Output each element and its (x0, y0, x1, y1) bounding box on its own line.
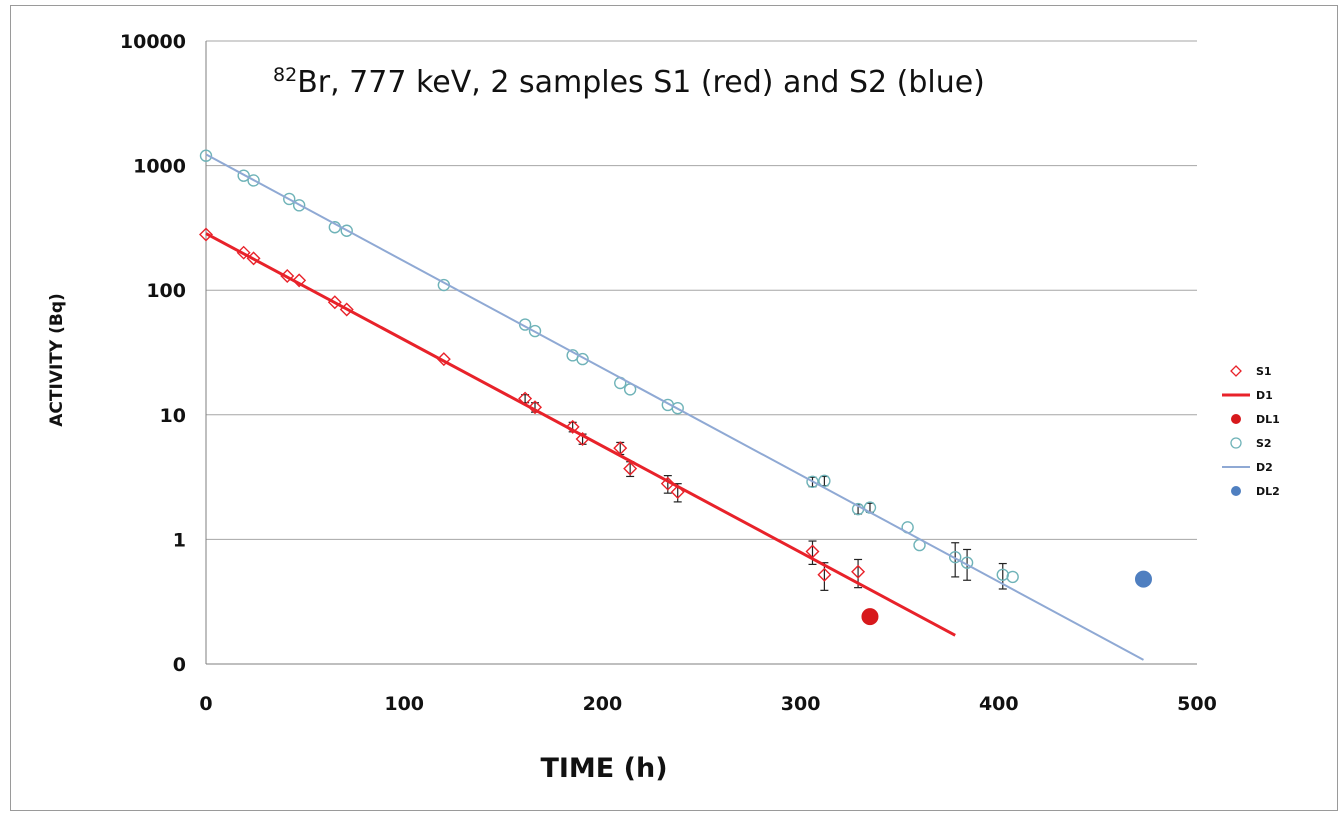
x-tick-label: 100 (384, 693, 424, 715)
annotation-superscript: 82 (273, 64, 297, 86)
data-point-s2 (237, 169, 250, 182)
legend: S1 D1 DL1 S2 D2 DL2 (1222, 365, 1280, 498)
legend-label: D2 (1256, 461, 1273, 474)
legend-item-s2: S2 (1230, 437, 1272, 450)
data-point-s1 (851, 564, 866, 579)
y-tick-label: 1 (173, 529, 186, 551)
x-axis-title: TIME (h) (540, 753, 667, 784)
data-point-s2 (292, 199, 306, 212)
data-point-s2 (818, 474, 831, 488)
legend-item-dl2: DL2 (1231, 485, 1280, 498)
x-tick-label: 500 (1177, 693, 1217, 715)
data-point-s2 (1006, 570, 1019, 584)
data-point-s1 (623, 461, 638, 476)
legend-label: DL1 (1256, 413, 1280, 426)
legend-swatch (1231, 486, 1241, 496)
data-point-s2 (199, 149, 213, 162)
legend-swatch (1230, 437, 1242, 449)
legend-item-dl1: DL1 (1231, 413, 1280, 426)
decay-chart: 0 1 10 100 1000 10000 0 100 200 300 400 500 82Br, … (47, 31, 1280, 784)
x-tick-labels: 0 100 200 300 400 500 (199, 693, 1216, 715)
data-point-s1 (199, 227, 213, 242)
data-point-s2 (806, 475, 819, 488)
data-point-s1 (292, 273, 307, 288)
series-line-d2 (205, 153, 1144, 661)
legend-label: S2 (1256, 437, 1272, 450)
data-point-s1 (528, 400, 543, 415)
data-point-s2 (340, 224, 353, 237)
data-point-s2 (283, 192, 296, 206)
data-point-s2 (528, 324, 542, 338)
data-point-s2 (671, 401, 684, 415)
series-dl1 (861, 608, 879, 626)
x-tick-label: 300 (781, 693, 821, 715)
data-series (199, 149, 1152, 661)
y-tick-label: 1000 (133, 156, 186, 178)
legend-swatch (1230, 365, 1242, 377)
series-line-d1 (205, 232, 956, 637)
annotation-text: Br, 777 keV, 2 samples S1 (red) and S2 (… (297, 65, 985, 100)
data-point-s2 (247, 174, 260, 187)
chart-annotation: 82Br, 777 keV, 2 samples S1 (red) and S2… (273, 64, 985, 100)
data-point-dl2 (1134, 570, 1152, 588)
data-point-s1 (436, 352, 451, 367)
y-tick-label: 0 (173, 654, 186, 676)
data-point-s1 (817, 567, 832, 582)
legend-item-d2: D2 (1222, 461, 1273, 474)
x-tick-label: 400 (979, 693, 1019, 715)
data-point-s1 (565, 419, 580, 434)
legend-label: DL2 (1256, 485, 1280, 498)
data-point-s2 (948, 550, 962, 564)
y-axis-title: ACTIVITY (Bq) (47, 293, 67, 427)
data-point-dl1 (861, 608, 879, 626)
y-tick-label: 100 (146, 280, 186, 302)
x-tick-label: 200 (583, 693, 623, 715)
y-tick-label: 10 (160, 405, 186, 427)
x-tick-label: 0 (199, 693, 212, 715)
series-d2 (205, 153, 1144, 661)
legend-label: D1 (1256, 389, 1273, 402)
y-tick-label: 10000 (120, 31, 186, 53)
series-dl2 (1134, 570, 1152, 588)
series-d1 (205, 232, 956, 637)
series-s2 (199, 149, 1019, 590)
legend-item-d1: D1 (1222, 389, 1273, 402)
data-point-s2 (576, 352, 589, 366)
legend-item-s1: S1 (1230, 365, 1272, 378)
legend-swatch (1231, 414, 1241, 424)
legend-label: S1 (1256, 365, 1272, 378)
chart-frame: 0 1 10 100 1000 10000 0 100 200 300 400 500 82Br, … (10, 5, 1338, 811)
y-tick-labels: 0 1 10 100 1000 10000 (120, 31, 186, 676)
plot-axes (205, 41, 1197, 665)
grid-lines (206, 40, 1197, 540)
